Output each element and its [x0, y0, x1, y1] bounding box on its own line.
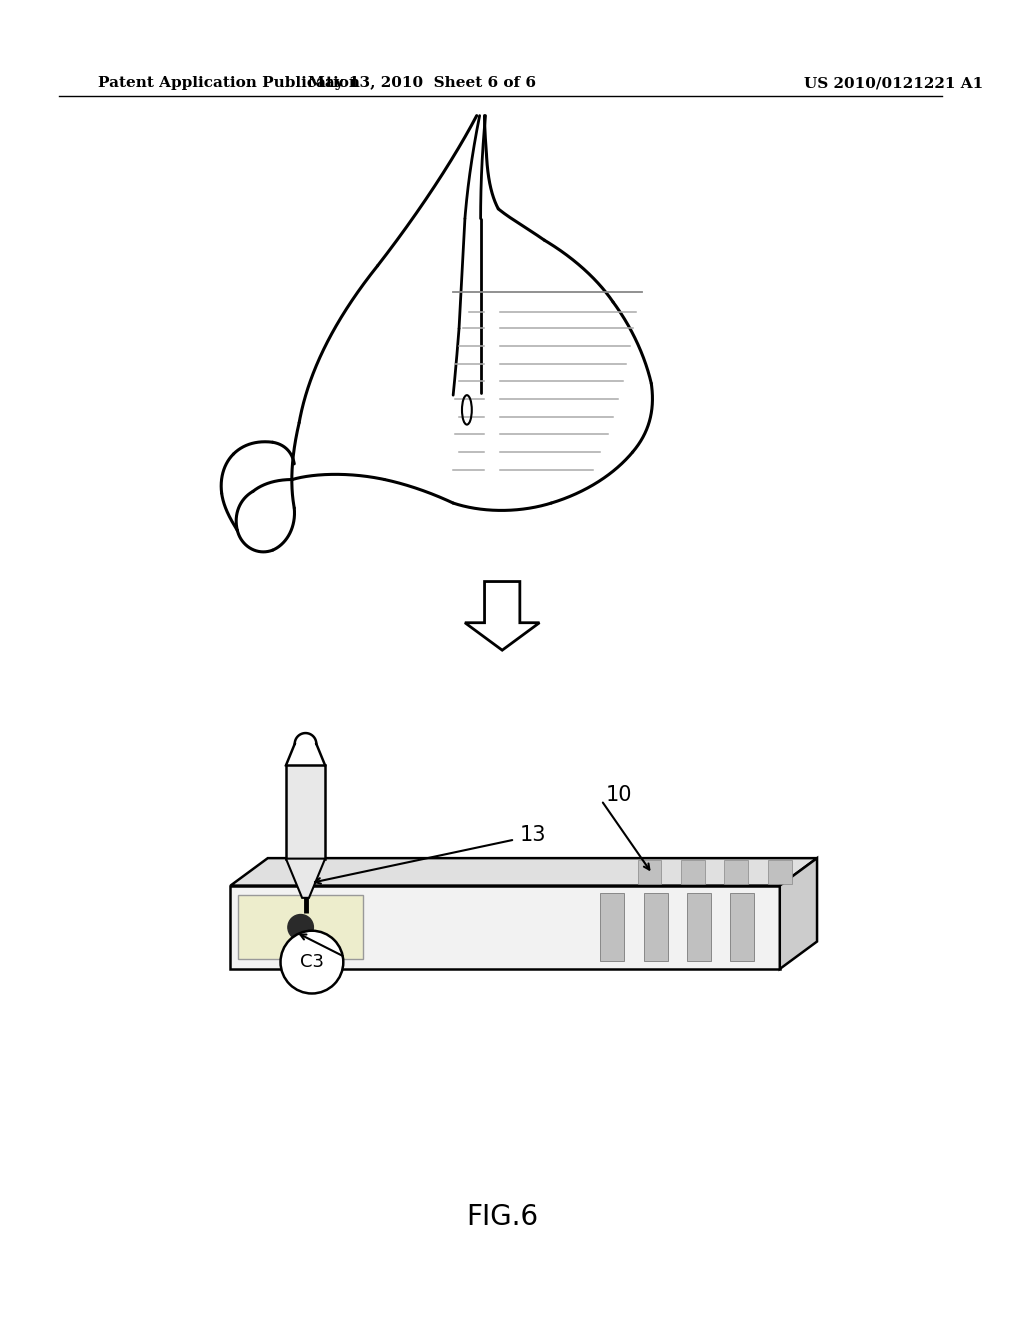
- Polygon shape: [730, 894, 755, 961]
- Text: 13: 13: [520, 825, 547, 845]
- Text: C3: C3: [300, 953, 324, 972]
- Text: May 13, 2010  Sheet 6 of 6: May 13, 2010 Sheet 6 of 6: [308, 77, 536, 90]
- Polygon shape: [286, 766, 326, 858]
- Text: FIG.6: FIG.6: [466, 1203, 539, 1232]
- Polygon shape: [465, 582, 540, 651]
- Text: US 2010/0121221 A1: US 2010/0121221 A1: [804, 77, 983, 90]
- Polygon shape: [286, 858, 326, 898]
- Polygon shape: [230, 886, 779, 969]
- Polygon shape: [768, 861, 792, 883]
- Polygon shape: [638, 861, 662, 883]
- Polygon shape: [644, 894, 668, 961]
- Polygon shape: [779, 858, 817, 969]
- Polygon shape: [687, 894, 711, 961]
- Polygon shape: [239, 895, 362, 960]
- Polygon shape: [230, 858, 817, 886]
- Circle shape: [281, 931, 343, 994]
- Circle shape: [288, 915, 313, 940]
- Text: Patent Application Publication: Patent Application Publication: [98, 77, 360, 90]
- Polygon shape: [681, 861, 705, 883]
- Polygon shape: [600, 894, 625, 961]
- Polygon shape: [724, 861, 749, 883]
- Text: 10: 10: [606, 785, 633, 805]
